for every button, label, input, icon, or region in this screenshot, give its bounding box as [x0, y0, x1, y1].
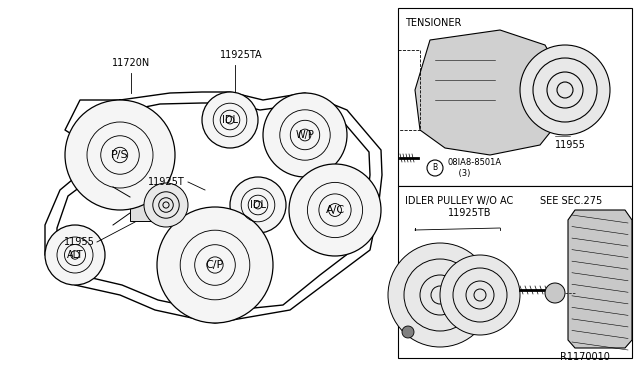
- Text: 08IA8-8501A
    (3): 08IA8-8501A (3): [448, 158, 502, 178]
- Text: R1170010: R1170010: [560, 352, 610, 362]
- Circle shape: [402, 326, 414, 338]
- Circle shape: [440, 255, 520, 335]
- Text: W/P: W/P: [296, 130, 314, 140]
- Text: B: B: [433, 164, 438, 173]
- Circle shape: [144, 183, 188, 227]
- Circle shape: [202, 92, 258, 148]
- Bar: [398, 8, 632, 186]
- Circle shape: [157, 207, 273, 323]
- Polygon shape: [415, 30, 565, 155]
- Text: 11955: 11955: [64, 237, 95, 247]
- Text: 11955: 11955: [555, 140, 586, 150]
- Circle shape: [388, 243, 492, 347]
- Text: IDL: IDL: [250, 200, 266, 210]
- Text: P/S: P/S: [111, 150, 129, 160]
- Text: A/C: A/C: [325, 205, 344, 215]
- Text: IDLER PULLEY W/O AC: IDLER PULLEY W/O AC: [405, 196, 513, 206]
- Polygon shape: [568, 210, 632, 348]
- Text: 11925TA: 11925TA: [220, 50, 262, 60]
- Circle shape: [230, 177, 286, 233]
- Bar: [130, 189, 168, 221]
- Circle shape: [289, 164, 381, 256]
- Text: 11925TB: 11925TB: [448, 208, 492, 218]
- Text: IDL: IDL: [222, 115, 238, 125]
- Circle shape: [545, 283, 565, 303]
- Circle shape: [65, 100, 175, 210]
- Text: 11925T: 11925T: [148, 177, 185, 187]
- Text: C/P: C/P: [206, 260, 224, 270]
- Text: ALT: ALT: [67, 250, 83, 260]
- Circle shape: [45, 225, 105, 285]
- Circle shape: [263, 93, 347, 177]
- Circle shape: [520, 45, 610, 135]
- Text: TENSIONER: TENSIONER: [405, 18, 461, 28]
- Text: 11720N: 11720N: [112, 58, 150, 68]
- Text: SEE SEC.275: SEE SEC.275: [540, 196, 602, 206]
- Bar: [398, 186, 632, 358]
